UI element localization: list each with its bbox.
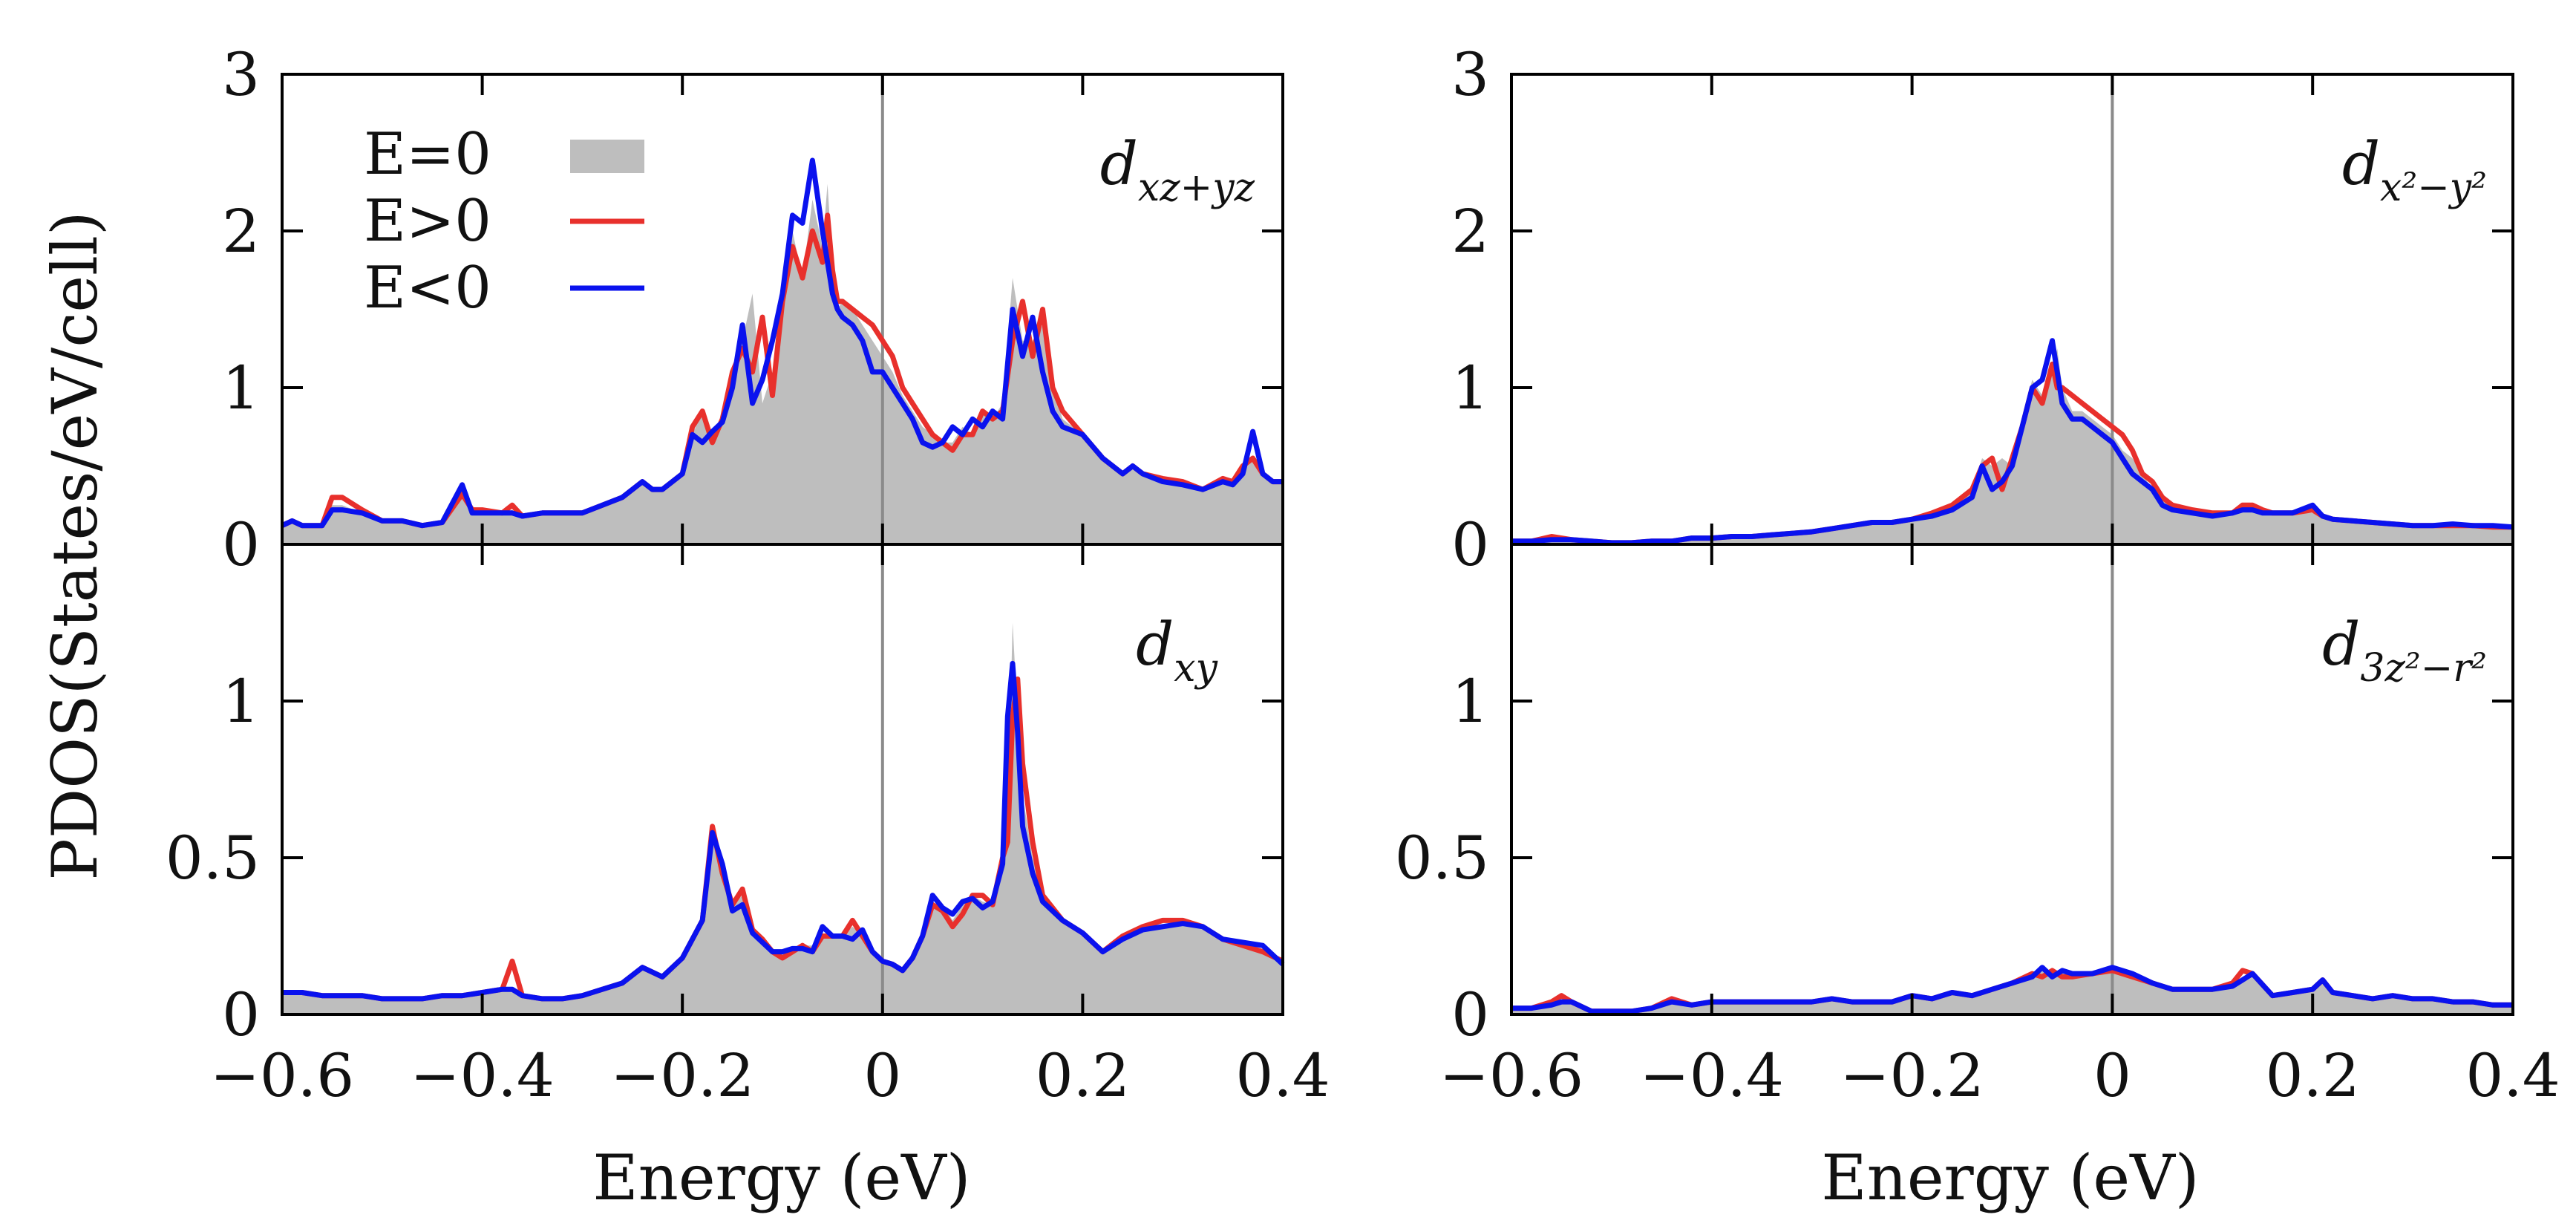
y-axis-title: PDOS(States/eV/cell) [39,211,111,880]
y-tick-label: 3 [222,40,260,109]
orbital-label: dxz+yz [1100,129,1255,210]
panel-dxz+yz: 0 1 2 3 dxz+yz [222,40,1284,579]
orbital-label: dx²−y² [2342,129,2487,210]
x-tick-label: −0.4 [410,1041,554,1110]
x-tick-label: −0.6 [210,1041,354,1110]
x-tick-label: 0.4 [2465,1041,2560,1110]
orbital-label: d3z²−r² [2322,610,2487,691]
panel-frame [1510,543,2514,1016]
y-tick-label: 0 [222,980,260,1049]
series-line-E-lt-0 [1511,965,2513,1014]
panel-d3z2-r2: 0 0.5 1 −0.6 −0.4 −0.2 0 0.2 0.4 d3z²−r² [1395,543,2560,1110]
x-tick-label: −0.4 [1640,1041,1784,1110]
y-tick-label: 1 [1451,667,1489,736]
series-fill-E-eq-0 [282,183,1283,544]
series-line-E-lt-0 [282,660,1285,1002]
panel-frame [281,543,1284,1016]
x-tick-label: 0.2 [2266,1041,2360,1110]
y-tick-label: 1 [1451,353,1489,423]
y-tick-label: 0 [1451,510,1489,579]
x-tick-label: 0.2 [1036,1041,1130,1110]
legend-label: E>0 [364,188,491,255]
x-tick-label: 0 [2093,1041,2131,1110]
legend: E=0E>0E<0 [364,121,644,322]
y-tick-label: 0.5 [1395,824,1489,893]
y-tick-label: 0 [1451,980,1489,1049]
series-fill-E-eq-0 [282,622,1283,1014]
series-line-E-lt-0 [1511,338,2514,546]
y-tick-label: 1 [222,667,260,736]
legend-swatch-fill [570,140,644,173]
y-tick-label: 2 [1451,197,1489,266]
panel-dxy: 0 0.5 1 −0.6 −0.4 −0.2 0 0.2 0.4 dxy [166,543,1330,1110]
y-tick-label: 0 [222,510,260,579]
x-tick-label: −0.6 [1439,1041,1583,1110]
series-fill-E-eq-0 [1511,348,2513,544]
legend-label: E=0 [364,121,491,188]
y-tick-label: 1 [222,353,260,423]
y-tick-label: 0.5 [166,824,260,893]
x-tick-label: −0.2 [610,1041,754,1110]
y-tick-label: 2 [222,197,260,266]
x-axis-title-right: Energy (eV) [1821,1141,2199,1214]
x-axis-title-left: Energy (eV) [592,1141,970,1214]
x-tick-label: −0.2 [1840,1041,1984,1110]
x-tick-label: 0 [863,1041,901,1110]
legend-label: E<0 [364,255,491,322]
x-tick-label: 0.4 [1235,1041,1330,1110]
orbital-label: dxy [1136,610,1218,691]
series-line-E-lt-0 [281,157,1283,529]
y-tick-label: 3 [1451,40,1489,109]
